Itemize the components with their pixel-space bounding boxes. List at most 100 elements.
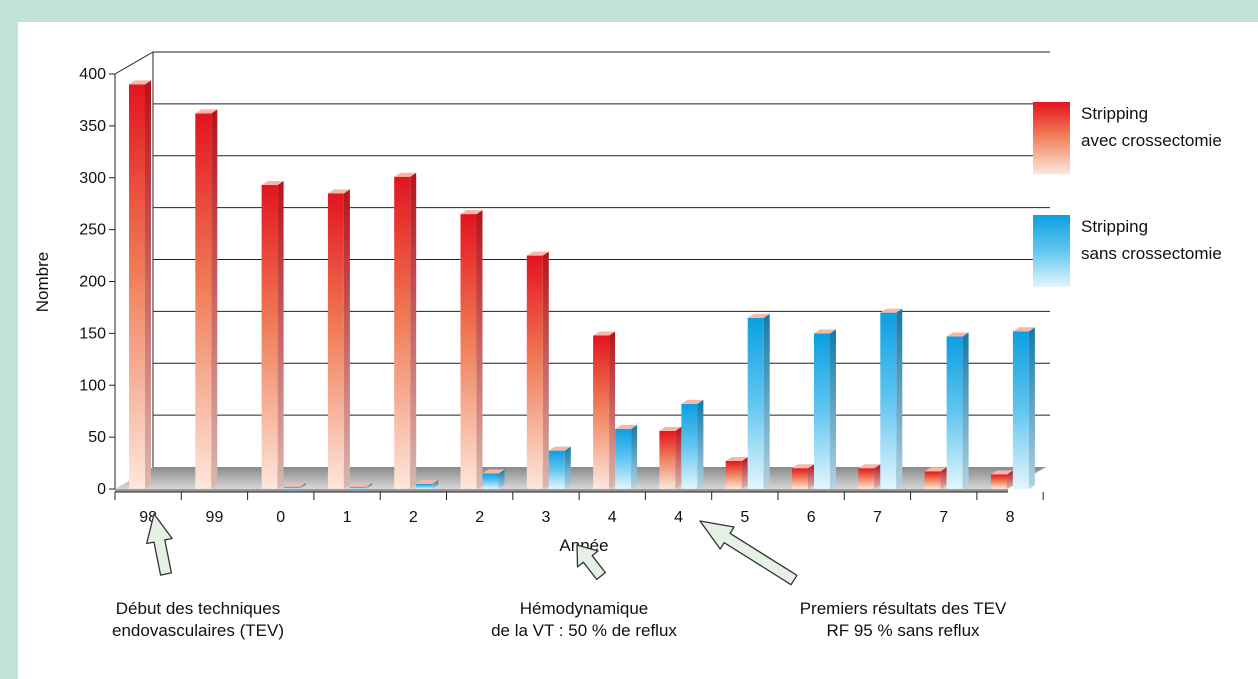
bar-sans-10-side (830, 329, 836, 489)
bar-sans-12-top (946, 332, 969, 337)
bar-avec-1-top (195, 109, 218, 114)
bar-avec-10-side (808, 464, 814, 489)
bar-avec-4-top (394, 172, 417, 177)
legend-label-0-line2: avec crossectomie (1081, 131, 1222, 150)
bar-sans-12-front (946, 336, 963, 489)
bar-avec-3 (327, 189, 350, 489)
bar-sans-7-front (615, 428, 632, 489)
bar-sans-5-top (482, 469, 505, 474)
annotation-premiers-resultats-line2: RF 95 % sans reflux (826, 621, 980, 640)
bar-avec-4-front (394, 176, 411, 489)
bar-sans-8-front (681, 403, 698, 489)
bar-avec-9-front (725, 460, 742, 489)
bar-sans-5 (482, 469, 505, 489)
x-tick-label: 7 (939, 509, 948, 526)
bar-avec-1-side (211, 109, 218, 490)
bar-avec-5-side (476, 210, 483, 489)
bar-sans-9-top (747, 313, 770, 318)
bar-avec-4 (394, 172, 417, 489)
bar-avec-7-top (593, 331, 616, 336)
annotation-tev-start-line2: endovasculaires (TEV) (112, 621, 284, 640)
legend-label-1-line1: Stripping (1081, 217, 1148, 236)
bar-sans-6 (548, 446, 571, 489)
y-axis-title: Nombre (33, 252, 52, 312)
x-tick-label: 2 (475, 509, 484, 526)
bar-sans-4 (416, 479, 439, 489)
bar-avec-6-side (542, 251, 549, 489)
bar-sans-6-top (548, 446, 571, 451)
legend-label-0-line1: Stripping (1081, 104, 1148, 123)
bar-avec-3-side (343, 189, 350, 489)
arrow-hemodynamique (576, 544, 606, 581)
bar-avec-11-front (858, 468, 875, 489)
x-tick-label: 2 (409, 509, 418, 526)
x-tick-label: 7 (873, 509, 882, 526)
bar-avec-13-side (1006, 470, 1013, 489)
bar-sans-11 (880, 308, 903, 489)
bar-avec-4-side (410, 172, 417, 489)
y-tick-label: 300 (79, 170, 106, 187)
bar-avec-6 (526, 251, 549, 489)
bar-avec-3-front (327, 193, 344, 489)
bar-avec-5 (460, 210, 483, 489)
bar-sans-13 (1012, 327, 1035, 489)
y-tick-label: 50 (88, 429, 106, 446)
bar-sans-13-front (1012, 331, 1029, 489)
bar-sans-8 (681, 399, 704, 489)
bar-sans-2-side (299, 482, 306, 489)
bar-avec-12-top (924, 467, 947, 472)
bar-avec-7-side (609, 331, 616, 489)
bar-avec-3-top (327, 189, 350, 194)
bar-avec-0-side (145, 80, 151, 489)
bar-avec-12-side (940, 467, 947, 489)
bar-avec-6-top (526, 251, 549, 256)
bar-sans-11-side (896, 308, 903, 489)
bar-avec-0-front (129, 84, 145, 489)
bar-sans-12-side (962, 332, 969, 489)
x-tick-label: 99 (206, 509, 224, 526)
bar-sans-10 (814, 329, 836, 489)
arrow-tev-start (146, 513, 173, 576)
annotation-tev-start: Début des techniques endovasculaires (TE… (98, 598, 298, 642)
bar-sans-11-top (880, 308, 903, 313)
bar-avec-9 (725, 456, 748, 489)
bar-avec-10-front (792, 468, 808, 489)
y-tick-label: 400 (79, 66, 106, 83)
y-tick-label: 350 (79, 118, 106, 135)
y-tick-label: 250 (79, 222, 106, 239)
bar-avec-7-front (593, 335, 610, 489)
y-tick-label: 200 (79, 274, 106, 291)
bar-avec-9-top (725, 456, 748, 461)
bar-avec-5-front (460, 214, 477, 489)
bar-sans-10-top (814, 329, 836, 334)
bar-avec-8-top (659, 426, 682, 431)
bar-avec-10-top (792, 464, 814, 469)
bar-avec-11-side (874, 464, 881, 489)
annotation-premiers-resultats: Premiers résultats des TEV RF 95 % sans … (778, 598, 1028, 642)
bar-avec-8-side (675, 426, 682, 489)
x-tick-label: 4 (674, 509, 683, 526)
bar-avec-2-top (261, 181, 284, 186)
bar-sans-2-front (283, 486, 300, 489)
bar-sans-12 (946, 332, 969, 489)
bar-avec-7 (593, 331, 616, 489)
y-tick-label: 100 (79, 377, 106, 394)
legend-label-1-line2: sans crossectomie (1081, 244, 1222, 263)
bar-avec-13-front (990, 474, 1007, 489)
bar-avec-11 (858, 464, 881, 489)
chart-panel: 0 50 100 150 200 250 300 350 400 Nombre 98 99 0 1 2 2 3 4… (18, 22, 1258, 679)
x-tick-label: 5 (740, 509, 749, 526)
bar-sans-2 (283, 482, 306, 489)
bar-sans-6-front (548, 450, 565, 489)
bar-sans-10-front (814, 333, 830, 489)
bar-sans-2-top (283, 482, 306, 487)
bar-sans-3-side (365, 482, 372, 489)
legend-swatch-1 (1033, 215, 1070, 287)
bar-avec-2-side (277, 181, 284, 489)
bar-avec-8 (659, 426, 682, 489)
annotation-hemodynamique-line1: Hémodynamique (519, 599, 649, 618)
annotation-hemodynamique-line2: de la VT : 50 % de reflux (491, 621, 677, 640)
x-tick-label: 1 (343, 509, 352, 526)
bar-avec-12-front (924, 471, 941, 489)
